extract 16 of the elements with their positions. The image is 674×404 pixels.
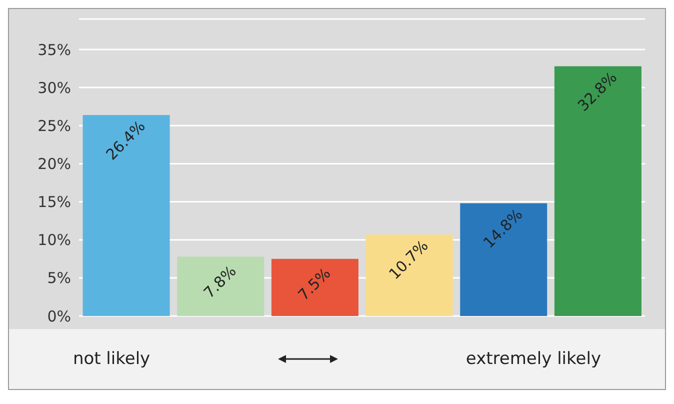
- y-tick-label: 20%: [38, 155, 71, 174]
- bar: [82, 114, 170, 316]
- bar: [271, 258, 358, 316]
- y-tick-label: 35%: [38, 40, 71, 59]
- bar: [177, 256, 264, 316]
- y-tick-label: 25%: [38, 116, 71, 135]
- y-tick-label: 0%: [47, 307, 71, 326]
- bar: [554, 66, 642, 316]
- text: not likely: [72, 349, 150, 369]
- y-tick-label: 5%: [47, 269, 71, 288]
- y-tick-label: 15%: [38, 193, 71, 212]
- bar: [460, 203, 548, 316]
- y-tick-label: 30%: [38, 78, 71, 97]
- bar: [366, 234, 453, 316]
- text: extremely likely: [466, 349, 602, 369]
- y-tick-label: 10%: [38, 231, 71, 250]
